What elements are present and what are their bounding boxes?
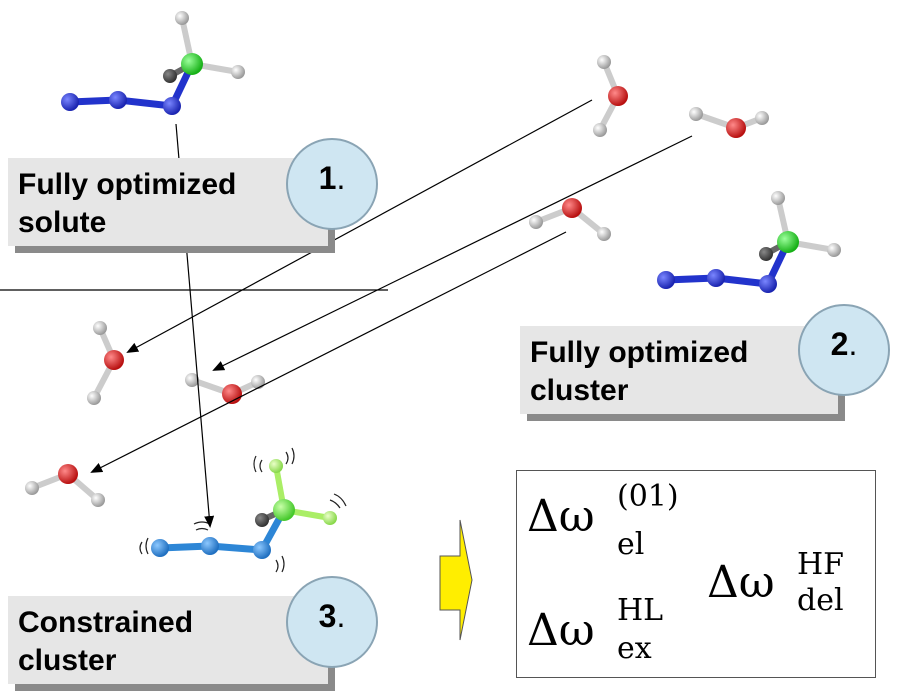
step-badge-2: 2. (798, 304, 890, 396)
solute-molecule (61, 11, 245, 115)
subscript: el (617, 527, 645, 562)
step-badge-3: 3. (286, 576, 378, 668)
label-text-constrained: Constrained cluster (18, 606, 194, 677)
formula-electrostatic: Δω (01) el (527, 479, 679, 562)
water-molecule (689, 107, 769, 138)
formula-delocalization: Δω HF del (707, 547, 844, 618)
step-badge-1: 1. (286, 138, 378, 230)
arrow-water-2 (212, 135, 693, 371)
constrained-solute-molecule (139, 447, 347, 573)
subscript: del (797, 583, 844, 618)
arrow-water-3 (90, 231, 567, 473)
water-molecule (593, 55, 628, 137)
water-molecule (529, 198, 611, 241)
formula-exchange: Δω HL ex (527, 593, 664, 666)
formula-box: Δω (01) el Δω HF del Δω HL ex (516, 470, 876, 678)
arrow-water-1 (126, 99, 593, 353)
right-arrow-icon (439, 519, 473, 641)
subscript: ex (617, 631, 652, 666)
cluster-solute-molecule (657, 191, 841, 293)
step-number: 3 (318, 598, 337, 634)
water-molecule (25, 464, 105, 507)
superscript: HF (797, 547, 844, 582)
step-number: 1 (318, 160, 337, 196)
step-number: 2 (830, 326, 849, 362)
label-box-solute: Fully optimized solute (8, 158, 328, 246)
water-molecule (87, 321, 124, 405)
label-text-solute: Fully optimized solute (18, 168, 237, 239)
label-box-cluster: Fully optimized cluster (520, 326, 838, 414)
superscript: HL (617, 593, 664, 628)
label-text-cluster: Fully optimized cluster (530, 336, 749, 407)
label-box-constrained: Constrained cluster (8, 596, 328, 684)
superscript: (01) (617, 479, 679, 514)
